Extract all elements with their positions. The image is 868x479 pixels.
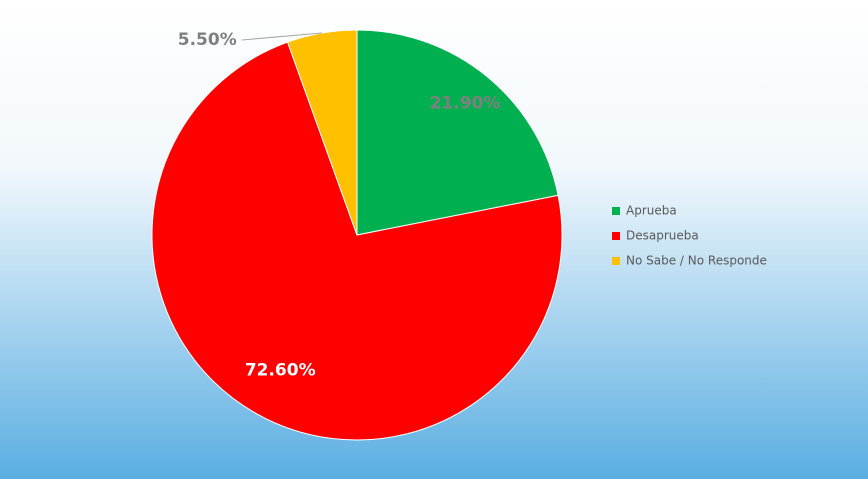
legend-swatch: [612, 232, 620, 240]
pie-slice: [356, 29, 559, 236]
data-label: 72.60%: [245, 361, 316, 381]
leader-line: [241, 32, 322, 41]
data-label: 5.50%: [178, 30, 237, 50]
legend-label: Aprueba: [626, 204, 677, 218]
legend-label: No Sabe / No Responde: [626, 254, 767, 268]
legend-swatch: [612, 257, 620, 265]
data-label: 21.90%: [430, 94, 501, 114]
pie-slice: [286, 29, 358, 236]
pie-slice: [151, 41, 563, 441]
legend-label: Desaprueba: [626, 229, 699, 243]
legend-swatch: [612, 207, 620, 215]
